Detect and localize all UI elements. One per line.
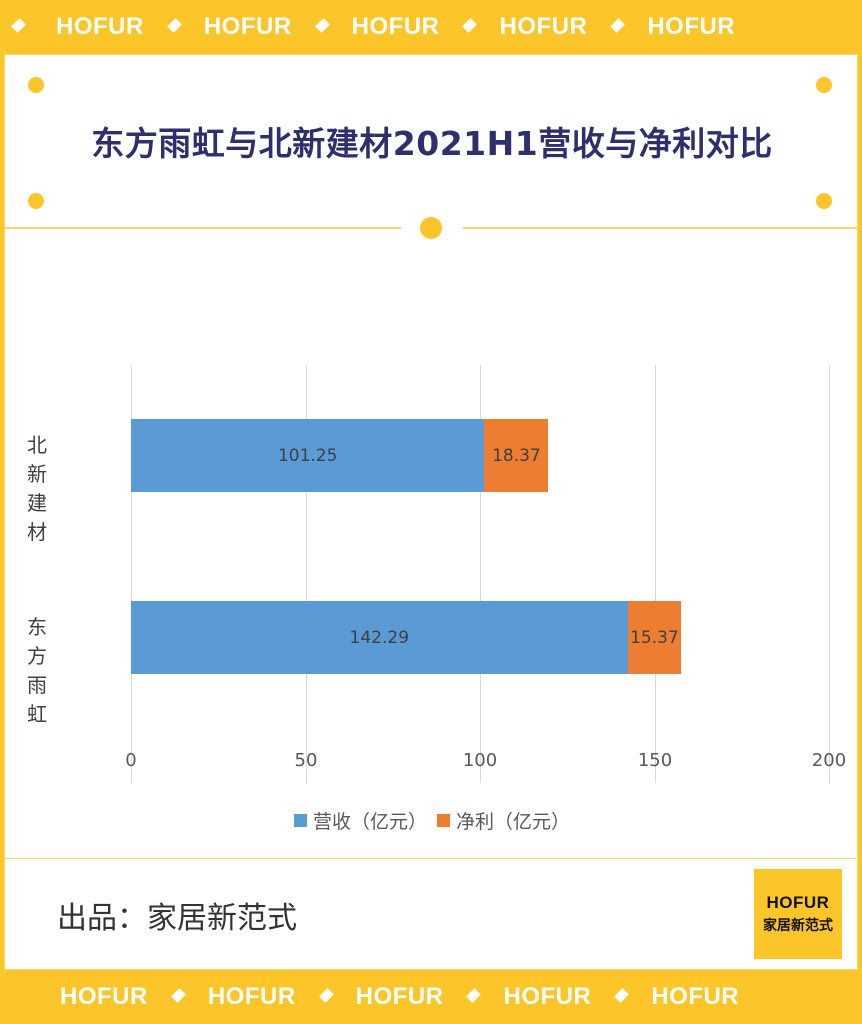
banner-word: HOFUR [203,13,292,40]
diamond-icon [467,989,479,1005]
legend-label-revenue: 营收（亿元） [312,811,427,833]
top-banner-row: HOFUR HOFUR HOFUR HOFUR HOFUR [12,0,735,54]
banner-word: HOFUR [56,13,144,40]
category-label-dongfang: 东方雨虹 [27,615,47,726]
divider-left [5,227,401,229]
footer-divider [5,858,857,859]
bottom-banner: HOFUR HOFUR HOFUR HOFUR HOFUR [0,970,862,1024]
banner-word: HOFUR [207,983,296,1010]
producer-credit: 出品：家居新范式 [57,901,297,936]
page-title: 东方雨虹与北新建材2021H1营收与净利对比 [91,124,773,163]
dot-decoration-icon [816,77,832,93]
bar-profit-beixin: 18.37 [484,419,549,492]
banner-word: HOFUR [355,983,444,1010]
x-tick-150: 150 [637,750,673,771]
bar-profit-dongfang: 15.37 [627,601,682,674]
dot-decoration-icon [28,77,44,93]
banner-word: HOFUR [503,983,592,1010]
chart-legend: 营收（亿元） 净利（亿元） [5,807,859,834]
diamond-icon [316,19,328,35]
diamond-icon [320,989,332,1005]
legend-item-profit: 净利（亿元） [437,807,570,834]
diamond-icon [168,19,180,35]
gridline-0 [131,365,132,783]
logo-text-en: HOFUR [766,893,830,912]
bar-revenue-dongfang: 142.29 [131,601,628,674]
legend-item-revenue: 营收（亿元） [293,807,427,834]
gridline-100 [480,365,481,783]
chart-card: 东方雨虹与北新建材2021H1营收与净利对比 北新建材 东方雨虹 101.25 … [4,54,858,970]
blue-square-icon [293,814,307,827]
banner-word: HOFUR [351,13,440,40]
gridline-50 [306,365,307,783]
banner-word: HOFUR [60,983,148,1010]
top-banner: HOFUR HOFUR HOFUR HOFUR HOFUR [0,0,862,54]
dot-decoration-icon [28,193,44,209]
brand-logo: HOFUR 家居新范式 [754,869,842,959]
bottom-banner-row: HOFUR HOFUR HOFUR HOFUR HOFUR [60,970,739,1024]
banner-word: HOFUR [499,13,588,40]
x-tick-0: 0 [125,750,137,771]
gridline-150 [655,365,656,783]
diamond-icon [463,19,475,35]
diamond-icon [12,19,24,35]
orange-square-icon [437,814,450,827]
diamond-icon [611,19,623,35]
divider-right [463,227,857,229]
divider-center-dot-icon [420,217,442,239]
x-tick-50: 50 [294,750,318,771]
x-tick-100: 100 [462,750,498,771]
gridline-200 [829,365,830,783]
diamond-icon [172,989,184,1005]
diamond-icon [615,989,627,1005]
x-tick-200: 200 [811,750,847,771]
dot-decoration-icon [816,193,832,209]
legend-label-profit: 净利（亿元） [456,811,571,833]
banner-word: HOFUR [651,983,740,1010]
logo-text-cn: 家居新范式 [763,918,833,934]
bar-revenue-beixin: 101.25 [131,419,485,492]
banner-word: HOFUR [647,13,736,40]
category-label-beixin: 北新建材 [27,433,47,544]
